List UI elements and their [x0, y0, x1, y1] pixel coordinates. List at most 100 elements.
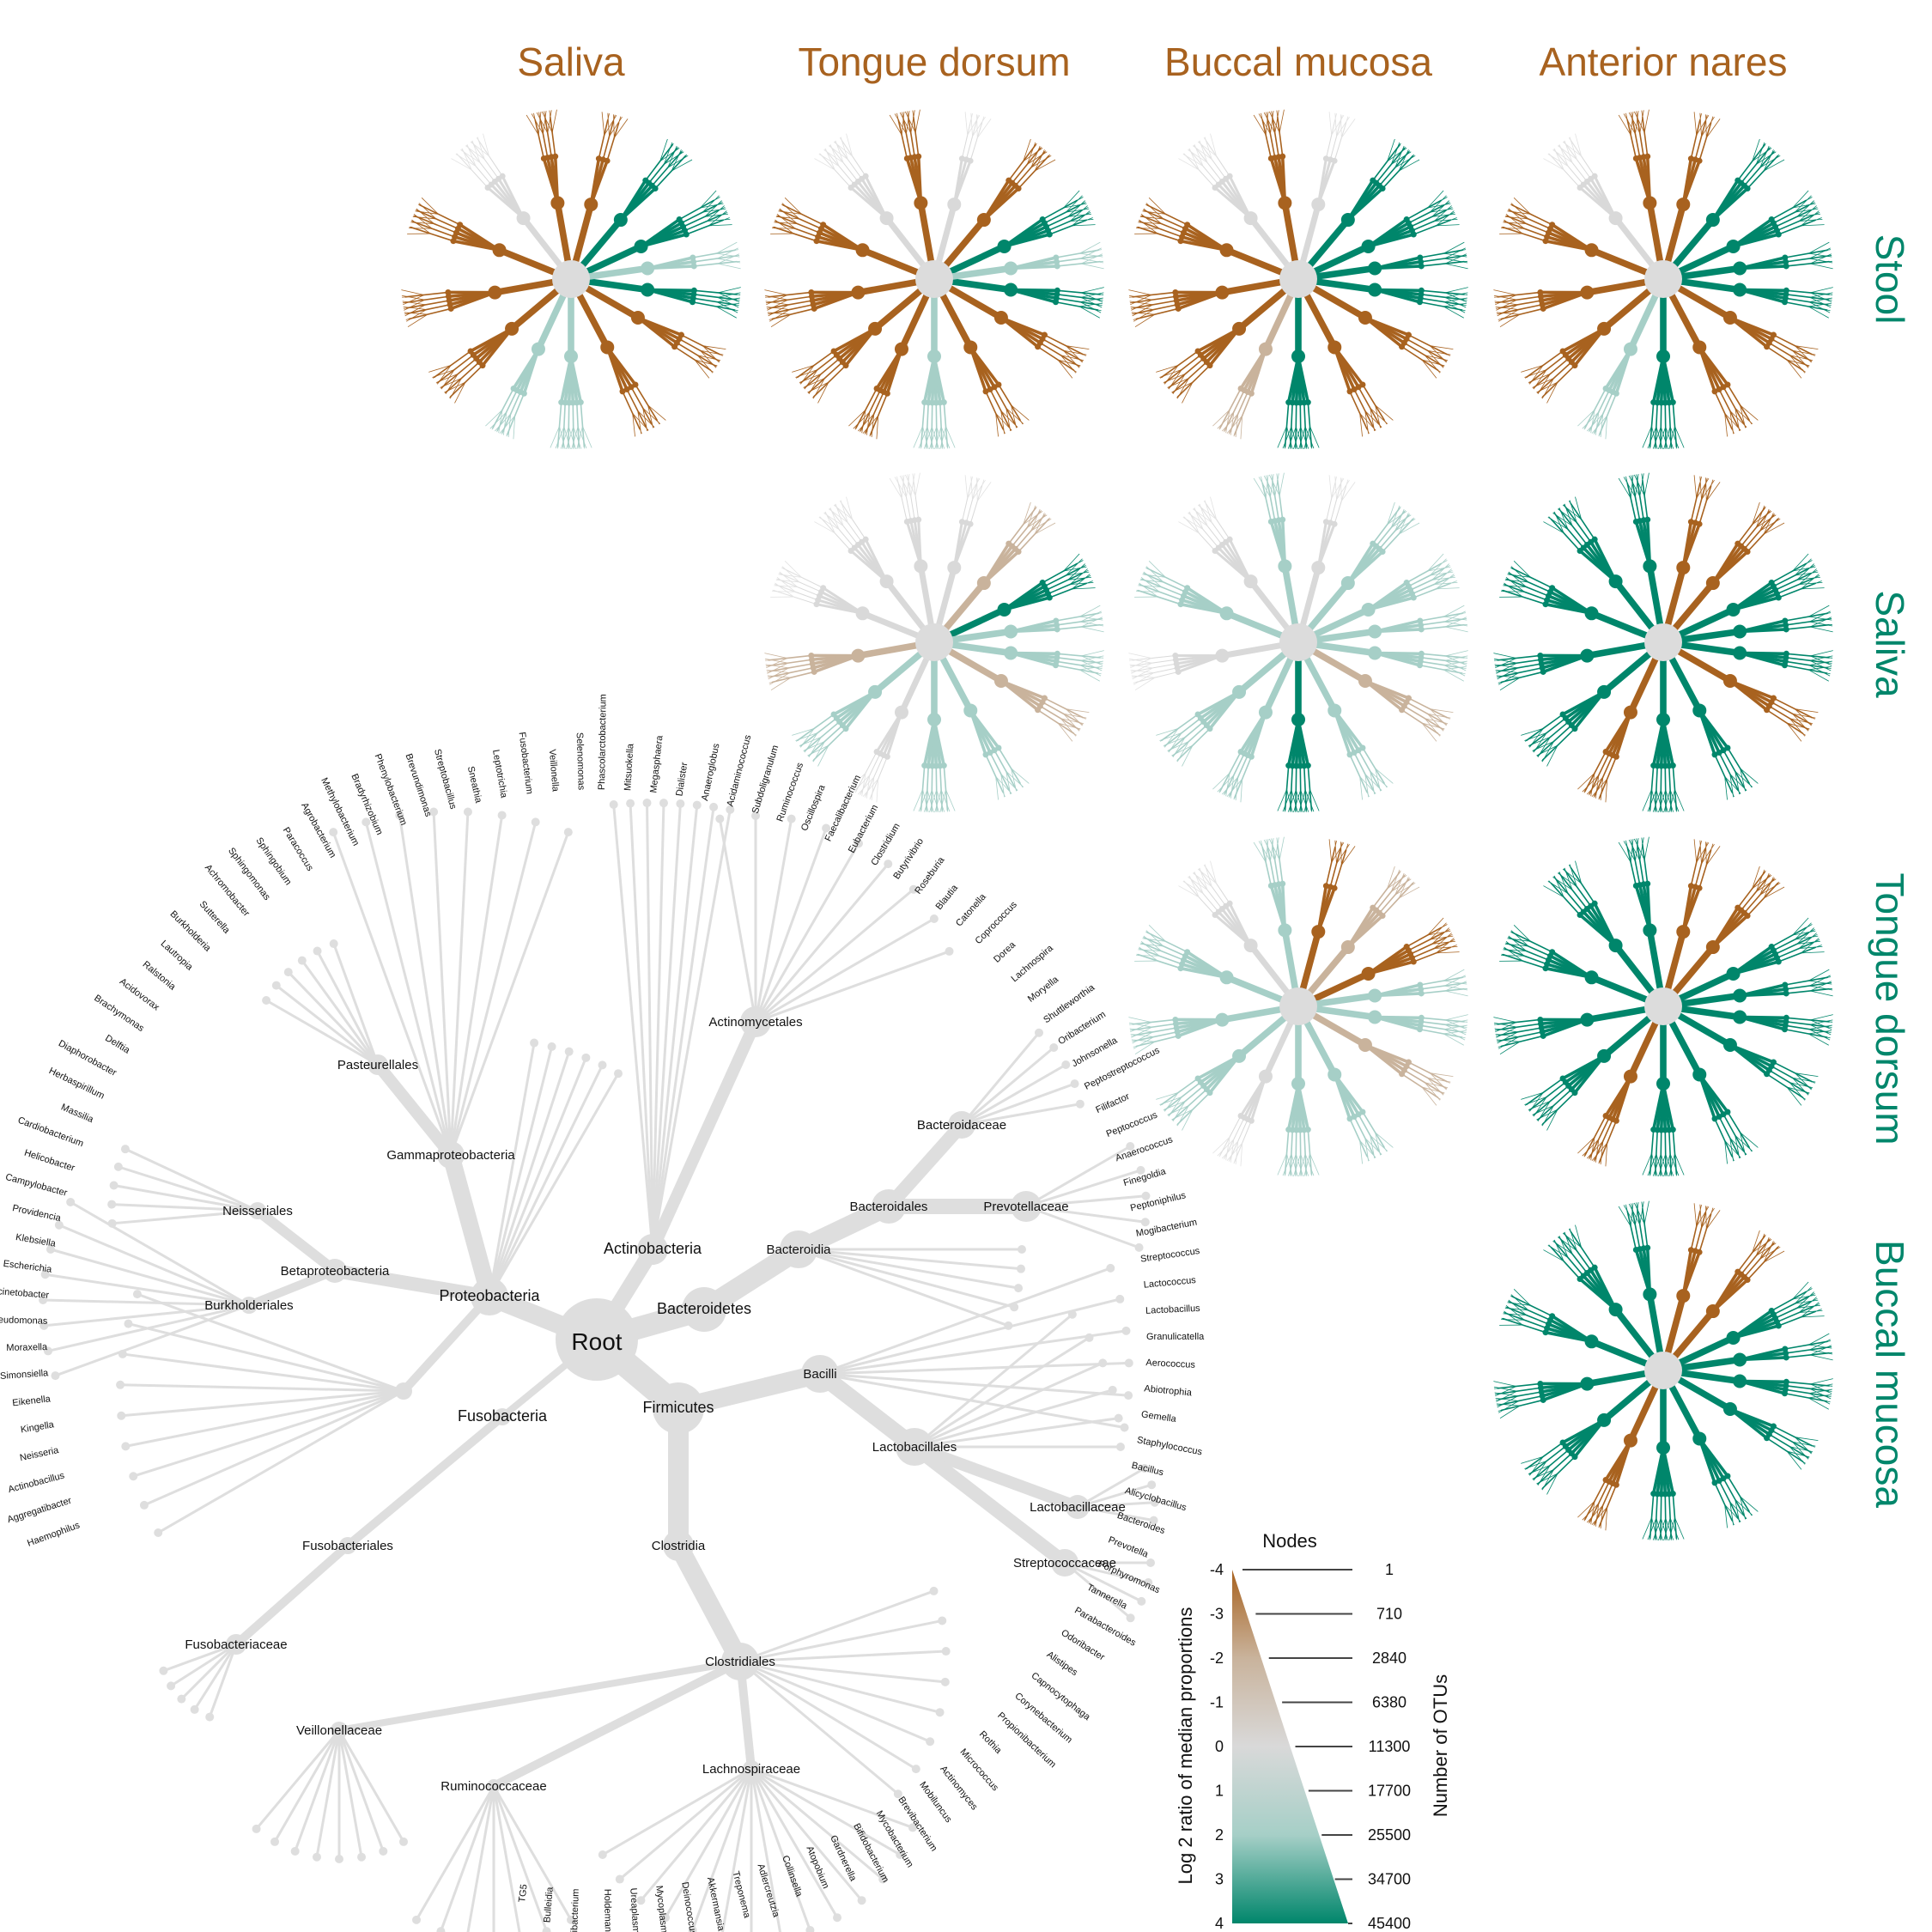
tree-node [40, 1270, 50, 1279]
mini-heat-tree [1493, 836, 1833, 1177]
tree-node [1781, 662, 1788, 669]
tree-node [368, 1054, 388, 1075]
tree-leaf-edge [1430, 208, 1454, 213]
tree-leaf-edge [1444, 975, 1466, 987]
tree-node [1775, 594, 1782, 601]
tree-leaf-edge [1139, 579, 1163, 583]
tree-node [46, 1244, 55, 1254]
tree-leaf-edge [1521, 1091, 1544, 1100]
tree-leaf-edge [1434, 212, 1455, 222]
tree-leaf-edge [1304, 426, 1307, 449]
row-title: Saliva [1868, 590, 1912, 698]
tree-leaf-edge [1081, 655, 1104, 659]
tree-leaf-edge [1669, 426, 1680, 449]
tree-edge [1239, 347, 1267, 391]
tree-leaf-edge [1233, 1142, 1243, 1164]
tree-leaf-edge [1807, 1030, 1832, 1035]
tree-node [1258, 342, 1273, 356]
tree-leaf-edge [1266, 839, 1271, 862]
tree-edge [1063, 1561, 1133, 1619]
tree-leaf-edge [1809, 247, 1831, 259]
genus-label: Cardiobacterium [16, 1115, 85, 1150]
tree-node [1279, 516, 1286, 523]
tree-edge [1024, 1194, 1147, 1208]
tree-leaf-edge [1498, 1041, 1521, 1048]
tree-leaf-edge [1176, 1105, 1189, 1127]
genus-label: Mobiluncus [917, 1780, 954, 1826]
tree-leaf-edge [1138, 222, 1162, 224]
tree-leaf-edge [1129, 664, 1153, 669]
tree-node [1591, 900, 1598, 907]
tree-leaf-edge [1228, 1140, 1239, 1162]
tree-node [1361, 239, 1376, 253]
tree-leaf-edge [1660, 789, 1668, 813]
tree-leaf-edge [1444, 247, 1466, 259]
tree-leaf-edge [1537, 1101, 1551, 1121]
tree-leaf-edge [1421, 359, 1441, 373]
tree-node [1011, 1191, 1042, 1222]
tree-node [682, 1287, 726, 1332]
genus-label: TG5 [517, 1884, 530, 1904]
tree-edge [488, 1042, 536, 1298]
tree-leaf-edge [405, 313, 428, 320]
tree-leaf-edge [896, 476, 902, 499]
taxon-label: Streptococcaceae [1013, 1556, 1116, 1571]
tree-leaf-edge [1724, 776, 1741, 794]
tree-leaf-edge [1801, 945, 1822, 954]
tree-leaf-edge [1279, 472, 1285, 496]
tree-leaf-edge [1331, 476, 1337, 499]
tree-leaf-edge [454, 381, 466, 404]
tree-leaf-edge [1145, 204, 1166, 215]
tree-leaf-edge [1546, 1109, 1558, 1131]
tree-leaf-edge [1810, 287, 1833, 294]
legend-otu-tick: 34700 [1368, 1871, 1411, 1888]
tree-node [1140, 1218, 1150, 1227]
tree-edge [1663, 1292, 1687, 1361]
mini-heat-tree [401, 109, 741, 450]
tree-leaf-edge [1159, 1091, 1179, 1106]
tree-edge [1248, 578, 1293, 635]
tree-leaf-edge [778, 574, 802, 578]
tree-edge [738, 1660, 932, 1743]
tree-edge [1698, 1072, 1716, 1121]
tree-root-node [1644, 623, 1682, 661]
genus-label: Escherichia [3, 1259, 53, 1275]
tree-node [1775, 1322, 1782, 1329]
tree-leaf-edge [1080, 292, 1104, 298]
tree-leaf-edge [1630, 475, 1634, 499]
tree-leaf-edge [1628, 475, 1641, 497]
tree-leaf-edge [1079, 605, 1101, 617]
genus-label: Catonella [954, 891, 988, 928]
tree-edge [629, 802, 654, 1251]
tree-leaf-edge [513, 416, 516, 440]
tree-leaf-edge [929, 789, 938, 813]
tree-leaf-edge [1164, 1092, 1179, 1112]
tree-edge [1681, 522, 1701, 569]
tree-edge [754, 888, 915, 1024]
taxon-label: Fusobacteriaceae [185, 1637, 287, 1652]
tree-leaf-edge [1801, 1309, 1822, 1318]
tree-edge [1728, 1043, 1769, 1076]
tree-leaf-edge [1277, 426, 1287, 448]
tree-leaf-edge [902, 112, 907, 135]
genus-label: Lactococcus [1143, 1275, 1197, 1291]
tree-leaf-edge [1740, 404, 1759, 421]
tree-leaf-edge [1809, 1383, 1833, 1389]
tree-leaf-edge [913, 426, 923, 448]
tree-node [1340, 213, 1355, 228]
tree-root-node [1279, 260, 1317, 298]
tree-leaf-edge [1387, 138, 1395, 161]
tree-leaf-edge [995, 413, 999, 437]
tree-leaf-edge [1808, 976, 1832, 981]
tree-leaf-edge [1529, 1456, 1544, 1476]
tree-edge [489, 1657, 744, 1790]
tree-leaf-edge [1590, 410, 1595, 434]
tree-node [641, 283, 655, 297]
tree-edge [1583, 277, 1654, 296]
tree-leaf-edge [1808, 1024, 1832, 1030]
tree-leaf-edge [910, 473, 915, 497]
tree-leaf-edge [1218, 410, 1230, 430]
tree-edge [1627, 288, 1662, 353]
tree-edge [1593, 174, 1618, 220]
tree-leaf-edge [417, 204, 439, 215]
